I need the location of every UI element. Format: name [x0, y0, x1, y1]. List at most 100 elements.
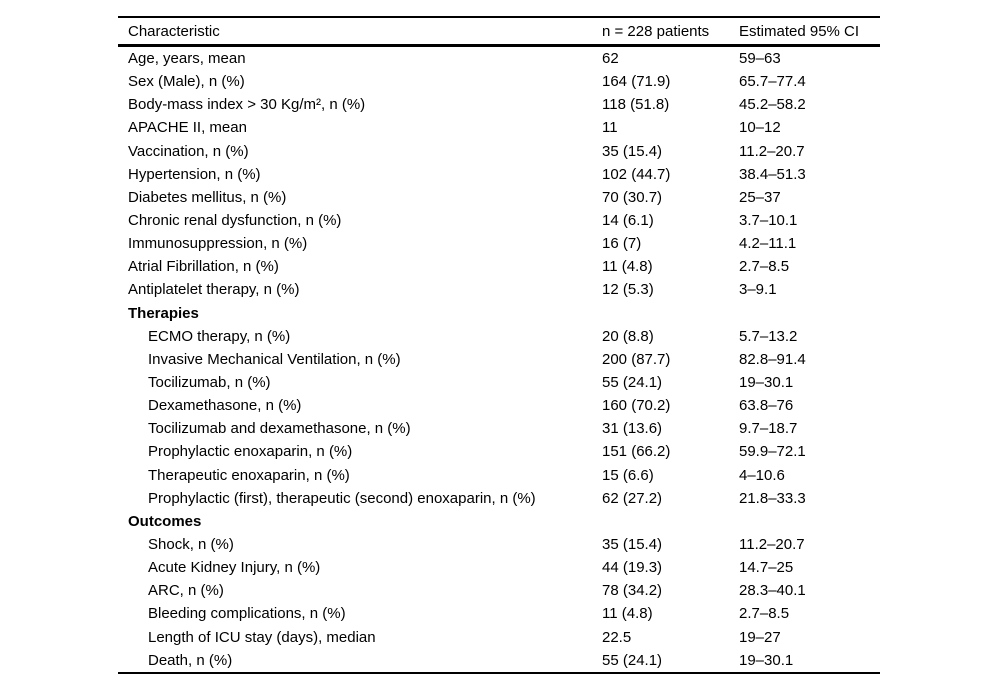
ci-cell: 4–10.6 — [739, 466, 785, 484]
ci-cell: 25–37 — [739, 188, 781, 206]
ci-cell: 19–30.1 — [739, 651, 794, 669]
characteristic-cell: Atrial Fibrillation, n (%) — [128, 259, 279, 275]
table-row: Chronic renal dysfunction, n (%) 14 (6.1… — [118, 209, 880, 232]
characteristic-cell: Acute Kidney Injury, n (%) — [148, 560, 321, 576]
column-header-characteristic: Characteristic — [128, 23, 220, 39]
characteristic-cell: Age, years, mean — [128, 51, 246, 67]
table-row: Shock, n (%) 35 (15.4) 11.2–20.7 — [118, 533, 880, 556]
characteristic-cell: ARC, n (%) — [148, 583, 224, 599]
ci-cell: 14.7–25 — [739, 559, 794, 577]
column-header-n-patients: n = 228 patients — [602, 22, 710, 40]
characteristic-cell: Bleeding complications, n (%) — [148, 606, 346, 622]
ci-cell: 65.7–77.4 — [739, 73, 806, 91]
n-patients-cell: 102 (44.7) — [602, 165, 671, 183]
n-patients-cell: 151 (66.2) — [602, 443, 671, 461]
characteristic-cell: Prophylactic enoxaparin, n (%) — [148, 444, 353, 460]
ci-cell: 19–30.1 — [739, 374, 794, 392]
ci-cell: 3.7–10.1 — [739, 212, 798, 230]
table-row: Prophylactic (first), therapeutic (secon… — [118, 487, 880, 510]
characteristic-cell: Therapeutic enoxaparin, n (%) — [148, 467, 350, 483]
n-patients-cell: 15 (6.6) — [602, 466, 654, 484]
table-row: ARC, n (%) 78 (34.2) 28.3–40.1 — [118, 579, 880, 602]
characteristic-cell: APACHE II, mean — [128, 120, 247, 136]
characteristic-cell: Outcomes — [128, 513, 202, 529]
section-row: Therapies — [118, 302, 880, 325]
column-header-estimated-ci: Estimated 95% CI — [739, 22, 860, 40]
ci-cell: 59.9–72.1 — [739, 443, 806, 461]
ci-cell: 45.2–58.2 — [739, 96, 806, 114]
table-row: ECMO therapy, n (%) 20 (8.8) 5.7–13.2 — [118, 325, 880, 348]
table-row: Length of ICU stay (days), median 22.5 1… — [118, 626, 880, 649]
ci-cell: 9.7–18.7 — [739, 420, 798, 438]
ci-cell: 59–63 — [739, 50, 781, 68]
ci-cell: 19–27 — [739, 628, 781, 646]
ci-cell: 3–9.1 — [739, 281, 777, 299]
characteristic-cell: Chronic renal dysfunction, n (%) — [128, 213, 342, 229]
table-row: Body-mass index > 30 Kg/m², n (%) 118 (5… — [118, 93, 880, 116]
ci-cell: 5.7–13.2 — [739, 327, 798, 345]
n-patients-cell: 200 (87.7) — [602, 350, 671, 368]
n-patients-cell: 44 (19.3) — [602, 559, 663, 577]
characteristic-cell: Shock, n (%) — [148, 537, 234, 553]
characteristic-cell: Dexamethasone, n (%) — [148, 398, 302, 414]
ci-cell: 4.2–11.1 — [739, 235, 797, 253]
ci-cell: 2.7–8.5 — [739, 258, 790, 276]
table-row: Invasive Mechanical Ventilation, n (%) 2… — [118, 348, 880, 371]
n-patients-cell: 11 (4.8) — [602, 605, 653, 623]
characteristic-cell: Therapies — [128, 305, 199, 321]
characteristic-cell: Sex (Male), n (%) — [128, 74, 245, 90]
characteristic-cell: Prophylactic (first), therapeutic (secon… — [148, 490, 536, 506]
table-row: Acute Kidney Injury, n (%) 44 (19.3) 14.… — [118, 556, 880, 579]
table-row: Death, n (%) 55 (24.1) 19–30.1 — [118, 649, 880, 672]
ci-cell: 11.2–20.7 — [739, 142, 805, 160]
ci-cell: 11.2–20.7 — [739, 536, 805, 554]
table-row: Age, years, mean 62 59–63 — [118, 47, 880, 70]
n-patients-cell: 78 (34.2) — [602, 582, 663, 600]
n-patients-cell: 118 (51.8) — [602, 96, 670, 114]
characteristic-cell: Immunosuppression, n (%) — [128, 236, 308, 252]
table-row: Atrial Fibrillation, n (%) 11 (4.8) 2.7–… — [118, 255, 880, 278]
characteristic-cell: Tocilizumab and dexamethasone, n (%) — [148, 421, 411, 437]
n-patients-cell: 35 (15.4) — [602, 536, 663, 554]
table-header: Characteristic n = 228 patients Estimate… — [118, 18, 880, 47]
ci-cell: 82.8–91.4 — [739, 350, 806, 368]
n-patients-cell: 164 (71.9) — [602, 73, 671, 91]
characteristic-cell: Death, n (%) — [148, 652, 233, 668]
characteristic-cell: Diabetes mellitus, n (%) — [128, 189, 287, 205]
table-row: Therapeutic enoxaparin, n (%) 15 (6.6) 4… — [118, 464, 880, 487]
n-patients-cell: 70 (30.7) — [602, 188, 663, 206]
characteristic-cell: Vaccination, n (%) — [128, 143, 249, 159]
n-patients-cell: 55 (24.1) — [602, 651, 663, 669]
n-patients-cell: 31 (13.6) — [602, 420, 663, 438]
n-patients-cell: 16 (7) — [602, 235, 642, 253]
ci-cell: 2.7–8.5 — [739, 605, 790, 623]
characteristic-cell: ECMO therapy, n (%) — [148, 328, 291, 344]
ci-cell: 63.8–76 — [739, 397, 794, 415]
table-body: Age, years, mean 62 59–63 Sex (Male), n … — [118, 47, 880, 672]
table-row: Sex (Male), n (%) 164 (71.9) 65.7–77.4 — [118, 70, 880, 93]
n-patients-cell: 20 (8.8) — [602, 327, 654, 345]
patient-characteristics-table: Characteristic n = 228 patients Estimate… — [118, 16, 880, 674]
characteristic-cell: Body-mass index > 30 Kg/m², n (%) — [128, 97, 366, 113]
n-patients-cell: 35 (15.4) — [602, 142, 663, 160]
n-patients-cell: 14 (6.1) — [602, 212, 654, 230]
characteristic-cell: Antiplatelet therapy, n (%) — [128, 282, 300, 298]
n-patients-cell: 11 (4.8) — [602, 258, 653, 276]
n-patients-cell: 62 (27.2) — [602, 489, 663, 507]
section-row: Outcomes — [118, 510, 880, 533]
characteristic-cell: Invasive Mechanical Ventilation, n (%) — [148, 351, 401, 367]
table-row: Diabetes mellitus, n (%) 70 (30.7) 25–37 — [118, 186, 880, 209]
n-patients-cell: 11 — [602, 119, 618, 137]
table-row: Immunosuppression, n (%) 16 (7) 4.2–11.1 — [118, 232, 880, 255]
table-row: Tocilizumab and dexamethasone, n (%) 31 … — [118, 417, 880, 440]
table-row: Tocilizumab, n (%) 55 (24.1) 19–30.1 — [118, 371, 880, 394]
table-row: Vaccination, n (%) 35 (15.4) 11.2–20.7 — [118, 140, 880, 163]
ci-cell: 21.8–33.3 — [739, 489, 806, 507]
n-patients-cell: 160 (70.2) — [602, 397, 671, 415]
table-row: Prophylactic enoxaparin, n (%) 151 (66.2… — [118, 440, 880, 463]
characteristic-cell: Tocilizumab, n (%) — [148, 375, 271, 391]
ci-cell: 28.3–40.1 — [739, 582, 806, 600]
n-patients-cell: 62 — [602, 50, 619, 68]
n-patients-cell: 55 (24.1) — [602, 374, 663, 392]
